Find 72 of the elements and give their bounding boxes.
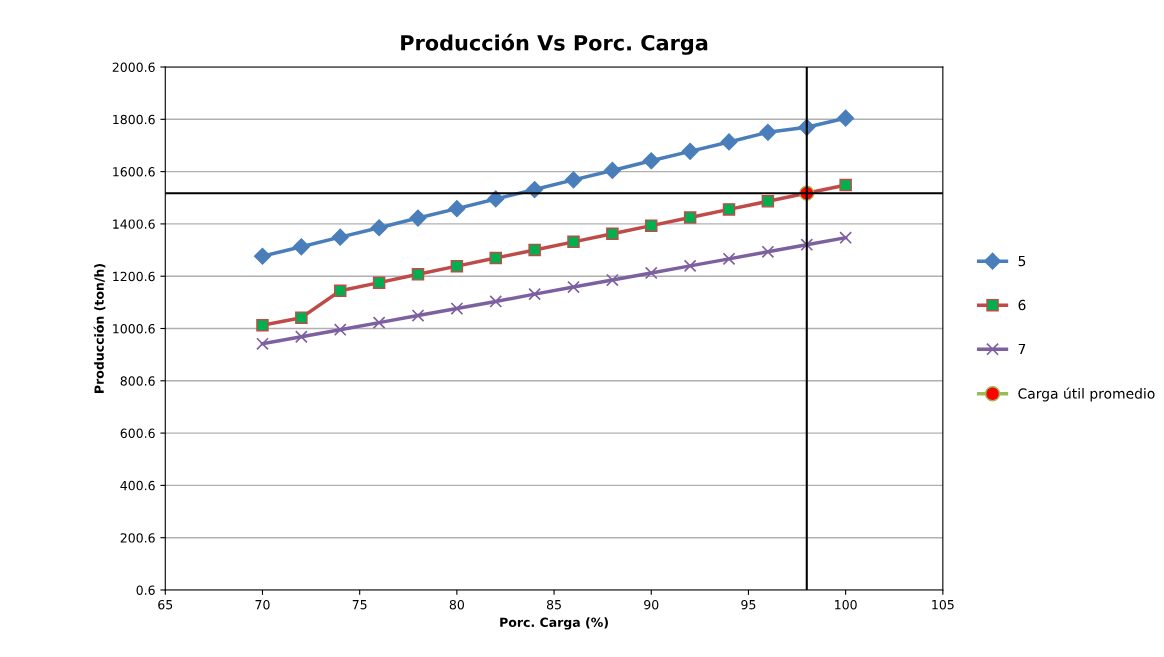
point (256, 337, 269, 351)
point (528, 287, 542, 301)
point (564, 171, 583, 189)
x-tick-label: 105 (932, 599, 954, 610)
legend-label: 6 (1018, 299, 1026, 311)
point (683, 211, 697, 224)
y-tick-label: 1000.6 (113, 323, 155, 334)
point (683, 259, 697, 273)
chart-title: Producción Vs Porc. Carga (401, 33, 708, 55)
point (411, 309, 425, 322)
point (372, 316, 386, 330)
point (528, 243, 541, 257)
point (645, 219, 658, 232)
point (450, 302, 464, 315)
point (642, 152, 660, 170)
x-tick-label: 100 (835, 599, 857, 610)
point (567, 235, 580, 249)
point (450, 259, 464, 273)
y-tick-label: 2000.6 (112, 62, 155, 72)
point (839, 178, 852, 192)
point (409, 209, 427, 227)
point (331, 228, 349, 246)
point (448, 200, 466, 218)
y-tick-label: 1400.6 (113, 219, 155, 229)
point (567, 280, 580, 294)
point (333, 323, 347, 337)
point (839, 231, 853, 245)
point (333, 284, 347, 297)
point (761, 245, 775, 259)
x-tick-label: 95 (741, 599, 756, 610)
point (411, 268, 425, 281)
legend-label: 7 (1018, 343, 1026, 355)
point (837, 109, 855, 127)
y-tick-label: 400.6 (120, 480, 155, 491)
point (644, 266, 658, 280)
x-tick-label: 80 (449, 599, 464, 610)
point (606, 227, 619, 240)
point (489, 295, 503, 308)
point (722, 203, 736, 216)
point (294, 330, 308, 344)
x-tick-label: 70 (255, 599, 270, 610)
x-tick-label: 85 (546, 599, 561, 610)
point (489, 251, 502, 265)
legend-label: 5 (1018, 255, 1026, 267)
point (487, 190, 505, 208)
point (295, 311, 308, 324)
point (605, 273, 619, 287)
y-tick-label: 1200.6 (113, 271, 155, 282)
point (720, 133, 738, 151)
x-tick-label: 65 (158, 599, 173, 610)
y-tick-label: 600.6 (120, 428, 155, 439)
point (256, 319, 269, 332)
y-tick-label: 0.6 (136, 585, 155, 595)
point (372, 276, 386, 289)
point (681, 142, 699, 160)
y-axis-title: Producción (ton/h) (93, 264, 106, 393)
point (800, 238, 814, 252)
point (292, 238, 310, 256)
point (370, 219, 388, 237)
point (603, 161, 621, 180)
point (253, 247, 272, 265)
legend-label: Carga útil promedio (1018, 387, 1155, 402)
point (722, 252, 736, 266)
x-tick-label: 90 (644, 599, 659, 610)
y-tick-label: 1800.6 (113, 114, 155, 125)
point (759, 123, 777, 141)
point (761, 195, 775, 208)
x-tick-label: 75 (352, 600, 367, 610)
y-tick-label: 1600.6 (113, 167, 155, 177)
y-tick-label: 200.6 (120, 533, 155, 543)
y-tick-label: 800.6 (120, 376, 155, 386)
x-axis-title: Porc. Carga (%) (500, 617, 608, 630)
